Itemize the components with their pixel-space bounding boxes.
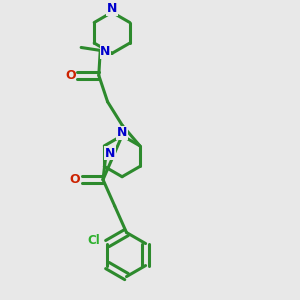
Text: N: N: [117, 126, 127, 139]
Text: O: O: [65, 69, 76, 82]
Text: N: N: [105, 147, 115, 160]
Text: O: O: [70, 173, 80, 186]
Text: N: N: [107, 2, 117, 15]
Text: Cl: Cl: [88, 234, 100, 247]
Text: N: N: [100, 45, 111, 58]
